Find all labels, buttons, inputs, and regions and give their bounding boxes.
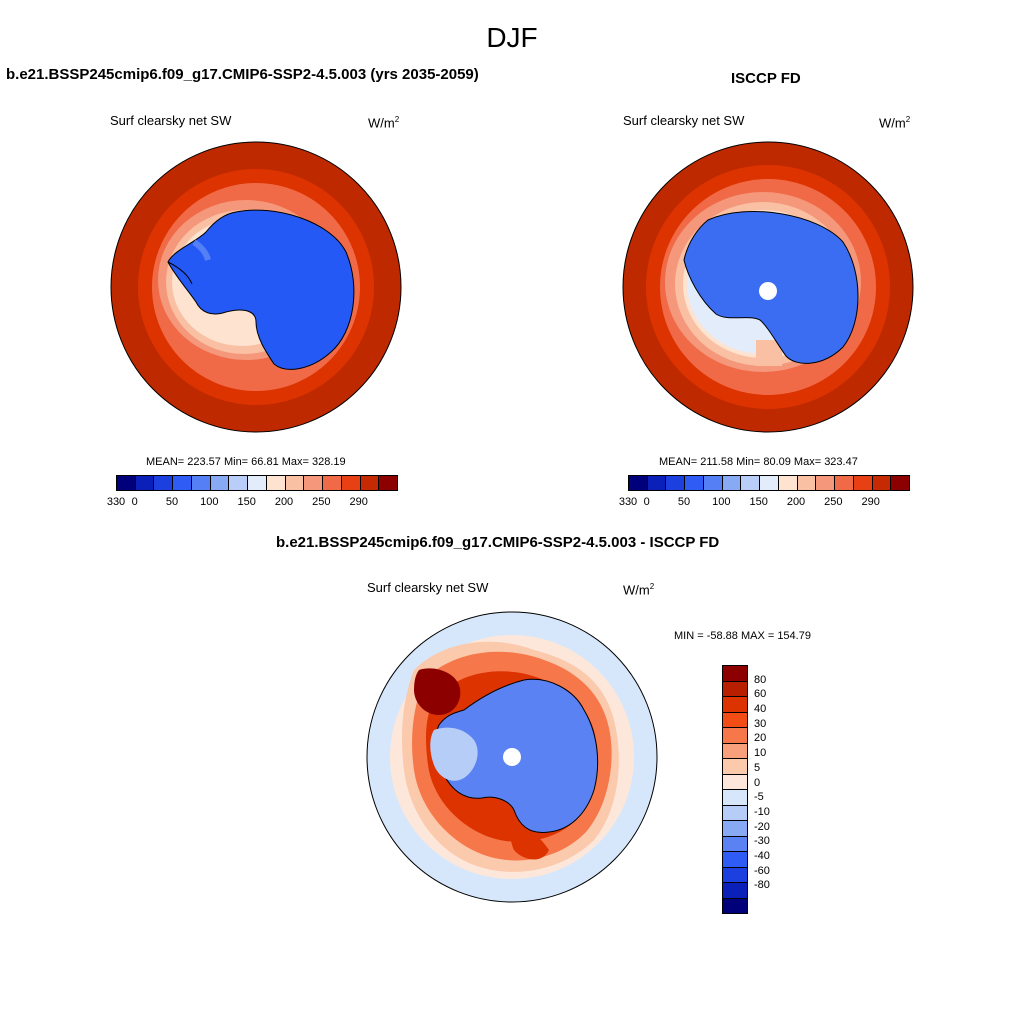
colorbar-swatch (248, 476, 267, 490)
colorbar-swatch (741, 476, 761, 490)
colorbar-tick-label: 60 (754, 688, 767, 701)
colorbar-swatch (723, 898, 747, 913)
colorbar-tick-label: 40 (754, 703, 767, 716)
colorbar-swatch (379, 476, 398, 490)
colorbar-tick-label: 50 (677, 496, 691, 508)
colorbar-tick-label: 0 (643, 496, 650, 508)
obs-colorbar (628, 475, 910, 491)
colorbar-tick-label: -5 (754, 791, 764, 804)
colorbar-swatch (285, 476, 305, 490)
colorbar-tick-label: 100 (200, 496, 219, 508)
colorbar-tick-label: -40 (754, 849, 770, 862)
colorbar-swatch (629, 476, 648, 490)
colorbar-tick-label: 290 (349, 496, 368, 508)
colorbar-swatch (210, 476, 230, 490)
colorbar-swatch (723, 759, 747, 775)
colorbar-tick-label: -20 (754, 820, 770, 833)
obs-colorbar-ticks: 0 50 100 150 200 250 290 330 (619, 496, 908, 510)
colorbar-tick-label: 250 (312, 496, 331, 508)
diff-colorbar-ticks: 80 60 40 30 20 10 5 0 -5 -10 -20 -30 -40 -60 -80 (754, 665, 794, 900)
colorbar-swatch (154, 476, 174, 490)
colorbar-swatch (816, 476, 836, 490)
colorbar-swatch (266, 476, 286, 490)
colorbar-tick-label: 20 (754, 732, 767, 745)
colorbar-tick-label: 150 (237, 496, 256, 508)
colorbar-swatch (173, 476, 192, 490)
obs-units: W/m2 (879, 115, 911, 131)
diff-units: W/m2 (623, 582, 655, 598)
colorbar-swatch (723, 790, 747, 806)
colorbar-swatch (778, 476, 798, 490)
colorbar-tick-label: 330 (106, 496, 126, 508)
colorbar-tick-label: 10 (754, 747, 767, 760)
colorbar-swatch (722, 476, 742, 490)
colorbar-swatch (797, 476, 817, 490)
model-colorbar (116, 475, 398, 491)
colorbar-tick-label: 50 (165, 496, 179, 508)
colorbar-tick-label: 0 (131, 496, 138, 508)
colorbar-swatch (723, 883, 747, 899)
colorbar-swatch (135, 476, 155, 490)
colorbar-swatch (723, 666, 747, 682)
colorbar-swatch (723, 697, 747, 713)
colorbar-swatch (341, 476, 361, 490)
colorbar-tick-label: 0 (754, 776, 761, 789)
colorbar-tick-label: -30 (754, 835, 770, 848)
main-title: DJF (486, 22, 538, 53)
colorbar-swatch (723, 728, 747, 744)
colorbar-swatch (685, 476, 704, 490)
model-panel-title: b.e21.BSSP245cmip6.f09_g17.CMIP6-SSP2-4.… (6, 66, 479, 83)
colorbar-swatch (853, 476, 873, 490)
colorbar-tick-label: -60 (754, 864, 770, 877)
model-colorbar-ticks: 0 50 100 150 200 250 290 330 (107, 496, 396, 510)
colorbar-swatch (723, 805, 747, 821)
diff-polar-map (366, 611, 658, 903)
colorbar-swatch (723, 821, 747, 837)
colorbar-swatch (723, 867, 747, 883)
colorbar-swatch (891, 476, 910, 490)
colorbar-swatch (703, 476, 723, 490)
colorbar-swatch (723, 836, 747, 852)
colorbar-swatch (760, 476, 779, 490)
diff-stats: MIN = -58.88 MAX = 154.79 (674, 630, 811, 642)
colorbar-swatch (723, 743, 747, 759)
model-stats: MEAN= 223.57 Min= 66.81 Max= 328.19 (146, 456, 346, 468)
colorbar-swatch (191, 476, 211, 490)
model-polar-map (110, 141, 402, 433)
colorbar-swatch (229, 476, 249, 490)
colorbar-tick-label: 200 (274, 496, 294, 508)
colorbar-tick-label: 250 (824, 496, 843, 508)
colorbar-swatch (835, 476, 854, 490)
colorbar-tick-label: 150 (749, 496, 768, 508)
colorbar-tick-label: -80 (754, 879, 770, 892)
colorbar-swatch (723, 712, 747, 728)
colorbar-tick-label: 200 (786, 496, 806, 508)
model-field-label: Surf clearsky net SW (110, 113, 232, 128)
colorbar-swatch (323, 476, 342, 490)
colorbar-tick-label: 330 (618, 496, 638, 508)
colorbar-tick-label: 100 (712, 496, 731, 508)
colorbar-swatch (723, 681, 747, 697)
colorbar-swatch (647, 476, 667, 490)
colorbar-tick-label: 80 (754, 673, 767, 686)
obs-field-label: Surf clearsky net SW (623, 113, 745, 128)
colorbar-swatch (117, 476, 136, 490)
colorbar-swatch (360, 476, 380, 490)
colorbar-swatch (304, 476, 324, 490)
diff-colorbar (722, 665, 748, 914)
colorbar-swatch (723, 852, 747, 868)
colorbar-tick-label: -10 (754, 805, 770, 818)
colorbar-tick-label: 30 (754, 717, 767, 730)
colorbar-tick-label: 5 (754, 761, 761, 774)
obs-polar-map (622, 141, 914, 433)
colorbar-tick-label: 290 (861, 496, 880, 508)
diff-panel-title: b.e21.BSSP245cmip6.f09_g17.CMIP6-SSP2-4.… (276, 534, 720, 551)
colorbar-swatch (872, 476, 892, 490)
obs-panel-title: ISCCP FD (731, 70, 801, 87)
obs-stats: MEAN= 211.58 Min= 80.09 Max= 323.47 (659, 456, 858, 468)
diff-field-label: Surf clearsky net SW (367, 580, 489, 595)
colorbar-swatch (666, 476, 686, 490)
colorbar-swatch (723, 774, 747, 790)
model-units: W/m2 (368, 115, 400, 131)
